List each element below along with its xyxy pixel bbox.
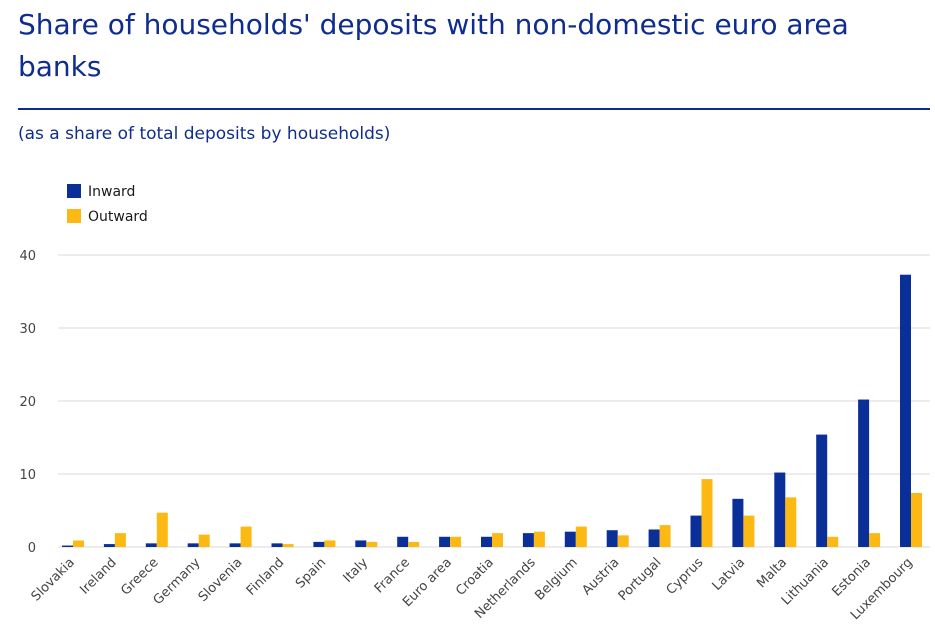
bar-outward-germany [198,534,210,547]
x-tick-label: Portugal [616,555,665,604]
x-axis: Slovakia IrelandGreeceGermanySloveniaFinl… [29,555,916,623]
bar-inward-finland [271,543,283,547]
y-axis: 0 10 20 30 40 [19,249,36,556]
bar-outward-ireland [114,533,126,547]
bar-inward-greece [145,543,157,547]
bar-inward-belgium [564,531,576,547]
x-tick-label: France [372,555,413,596]
bar-outward-malta [785,497,797,547]
bar-outward-france [408,541,420,547]
bar-outward-finland [282,544,294,547]
x-tick-label: Latvia [710,555,749,594]
bar-inward-latvia [732,498,744,547]
bar-outward-slovenia [240,526,252,547]
x-tick-label: Slovakia [29,555,78,604]
y-tick-label: 40 [19,249,36,264]
bar-inward-portugal [648,529,660,547]
x-tick-label: Italy [341,555,372,586]
x-tick-label: Cyprus [664,555,707,598]
bar-outward-portugal [659,525,671,547]
chart-subtitle: (as a share of total deposits by househo… [18,124,391,144]
bar-inward-estonia [858,399,870,547]
bar-chart: Inward Outward 0 10 20 30 40 Slovakia IrelandG… [19,184,930,623]
legend: Inward Outward [67,184,148,225]
x-tick-label: Malta [754,555,790,591]
bar-inward-cyprus [690,515,702,547]
y-tick-label: 30 [19,322,36,337]
bar-outward-luxembourg [911,492,922,547]
bar-outward-greece [156,512,168,547]
bar-inward-slovenia [229,543,241,547]
bar-inward-germany [187,543,199,547]
bar-outward-netherlands [533,531,545,547]
bar-outward-latvia [743,515,755,547]
y-tick-label: 20 [19,395,36,410]
title-divider [18,108,930,110]
bar-inward-euro-area [439,536,451,547]
bar-outward-italy [366,541,378,547]
bar-outward-cyprus [701,479,713,547]
bar-outward-spain [324,540,336,547]
x-tick-label: Ireland [77,555,119,597]
legend-swatch-outward [67,209,81,223]
bar-inward-france [397,536,409,547]
bar-inward-ireland [103,544,115,547]
bars [62,274,922,547]
bar-inward-croatia [481,536,492,547]
chart-title: Share of households' deposits with non-d… [18,8,849,83]
bar-outward-euro-area [450,536,462,547]
legend-label-inward: Inward [88,184,135,200]
bar-outward-belgium [575,526,587,547]
x-tick-label: Belgium [532,555,580,603]
legend-swatch-inward [67,184,81,198]
bar-inward-malta [774,472,786,547]
x-tick-label: Finland [244,555,287,598]
bar-outward-croatia [492,533,503,547]
gridlines [58,254,930,548]
bar-outward-estonia [869,533,881,547]
bar-outward-lithuania [827,536,839,547]
bar-inward-slovakia [62,545,73,547]
bar-outward-slovakia [73,540,84,547]
y-tick-label: 0 [28,541,36,556]
bar-inward-italy [355,540,367,547]
y-tick-label: 10 [19,468,36,483]
legend-label-outward: Outward [88,209,148,225]
bar-inward-lithuania [816,434,828,547]
x-tick-label: Spain [293,555,329,591]
bar-inward-luxembourg [900,274,911,547]
bar-inward-austria [606,530,618,547]
bar-inward-netherlands [522,533,534,547]
bar-inward-spain [313,541,325,547]
bar-outward-austria [617,535,629,547]
x-tick-label: Slovenia [196,555,246,605]
